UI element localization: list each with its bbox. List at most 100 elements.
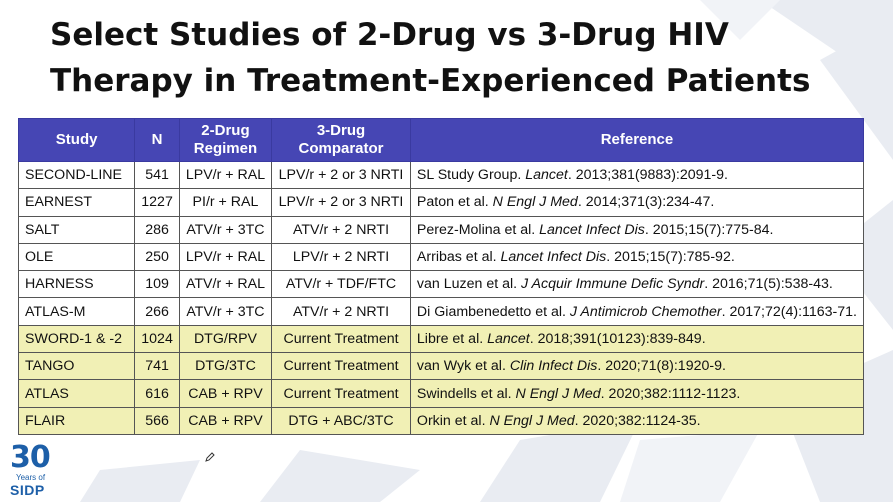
cell-three-drug: ATV/r + TDF/FTC (271, 270, 411, 299)
cell-three-drug: ATV/r + 2 NRTI (271, 297, 411, 326)
cell-three-drug: LPV/r + 2 or 3 NRTI (271, 160, 411, 190)
cell-reference: Swindells et al. N Engl J Med. 2020;382:… (409, 379, 865, 408)
cell-n: 741 (134, 352, 180, 381)
cell-two-drug: LPV/r + RAL (178, 160, 273, 190)
slide-title: Select Studies of 2-Drug vs 3-Drug HIV T… (50, 12, 850, 104)
ref-citation: . 2015;15(7):785-92. (606, 249, 735, 266)
header-two-drug-line1: 2-Drug (201, 122, 250, 139)
ref-citation: . 2020;71(8):1920-9. (597, 358, 726, 375)
cell-n: 109 (134, 270, 180, 299)
cell-reference: Libre et al. Lancet. 2018;391(10123):839… (409, 324, 865, 354)
table-row-highlighted: SWORD-1 & -2 1024 DTG/RPV Current Treatm… (17, 324, 865, 354)
logo-number: 30 (10, 440, 51, 475)
sidp-logo: 30 Years of SIDP (6, 440, 66, 500)
cell-two-drug: DTG/3TC (178, 352, 273, 381)
ref-citation: . 2020;382:1124-35. (574, 412, 701, 429)
ref-citation: . 2017;72(4):1163-71. (721, 303, 857, 320)
ref-authors: Arribas et al. (416, 249, 501, 266)
table-row: EARNEST 1227 PI/r + RAL LPV/r + 2 or 3 N… (17, 188, 865, 217)
header-three-drug-line2: Comparator (298, 140, 384, 157)
table-row-highlighted: TANGO 741 DTG/3TC Current Treatment van … (17, 352, 865, 381)
ref-authors: Orkin et al. (416, 412, 490, 429)
ref-citation: . 2015;15(7):775-84. (644, 221, 774, 238)
ref-citation: . 2018;391(10123):839-849. (529, 330, 706, 347)
cell-study: ATLAS (17, 379, 136, 408)
header-reference: Reference (409, 118, 865, 162)
title-line-2: Therapy in Treatment-Experienced Patient… (50, 63, 811, 99)
ref-authors: Di Giambenedetto et al. (416, 303, 570, 320)
ref-authors: Libre et al. (416, 330, 488, 347)
ref-journal: Clin Infect Dis (509, 358, 598, 375)
cell-two-drug: PI/r + RAL (178, 188, 273, 217)
header-three-drug-line1: 3-Drug (316, 122, 366, 139)
cell-n: 541 (134, 160, 180, 190)
cell-two-drug: LPV/r + RAL (178, 242, 273, 272)
ref-journal: N Engl J Med (515, 385, 601, 402)
header-study: Study (17, 118, 136, 162)
ref-citation: . 2014;371(3):234-47. (577, 194, 715, 211)
ref-authors: van Luzen et al. (416, 276, 522, 293)
cell-two-drug: DTG/RPV (178, 324, 273, 354)
cell-n: 1227 (134, 188, 180, 217)
cell-three-drug: LPV/r + 2 or 3 NRTI (271, 188, 411, 217)
cell-two-drug: CAB + RPV (178, 379, 273, 408)
ref-authors: van Wyk et al. (416, 358, 510, 375)
pen-cursor-icon (205, 452, 215, 462)
cell-three-drug: Current Treatment (271, 324, 411, 354)
cell-two-drug: CAB + RPV (178, 406, 273, 435)
ref-authors: SL Study Group. (416, 167, 526, 184)
ref-citation: . 2020;382:1112-1123. (600, 385, 741, 402)
cell-n: 566 (134, 406, 180, 435)
cell-study: SALT (17, 215, 136, 244)
cell-reference: Arribas et al. Lancet Infect Dis. 2015;1… (409, 242, 865, 272)
ref-journal: Lancet Infect Dis (500, 249, 607, 266)
cell-study: OLE (17, 242, 136, 272)
cell-two-drug: ATV/r + 3TC (178, 215, 273, 244)
ref-journal: Lancet Infect Dis (539, 221, 645, 238)
ref-authors: Perez-Molina et al. (416, 221, 540, 238)
cell-two-drug: ATV/r + 3TC (178, 297, 273, 326)
cell-reference: van Wyk et al. Clin Infect Dis. 2020;71(… (409, 352, 865, 381)
table-row-highlighted: FLAIR 566 CAB + RPV DTG + ABC/3TC Orkin … (17, 406, 865, 435)
ref-journal: N Engl J Med (492, 194, 578, 211)
cell-three-drug: DTG + ABC/3TC (271, 406, 411, 435)
table-row: ATLAS-M 266 ATV/r + 3TC ATV/r + 2 NRTI D… (17, 297, 865, 326)
ref-authors: Paton et al. (416, 194, 493, 211)
cell-n: 250 (134, 242, 180, 272)
table-row: OLE 250 LPV/r + RAL LPV/r + 2 NRTI Arrib… (17, 242, 865, 272)
cell-three-drug: Current Treatment (271, 352, 411, 381)
cell-reference: Orkin et al. N Engl J Med. 2020;382:1124… (409, 406, 865, 435)
cell-study: FLAIR (17, 406, 136, 435)
logo-years: Years of (16, 473, 46, 482)
ref-citation: . 2013;381(9883):2091-9. (567, 167, 728, 184)
cell-study: SWORD-1 & -2 (17, 324, 136, 354)
cell-reference: Paton et al. N Engl J Med. 2014;371(3):2… (409, 188, 865, 217)
table-row-highlighted: ATLAS 616 CAB + RPV Current Treatment Sw… (17, 379, 865, 408)
table-header-row: Study N 2-Drug Regimen 3-Drug Comparator… (17, 118, 865, 162)
ref-journal: J Acquir Immune Defic Syndr (521, 276, 705, 293)
header-three-drug: 3-Drug Comparator (271, 118, 411, 162)
cell-n: 616 (134, 379, 180, 408)
ref-citation: . 2016;71(5):538-43. (704, 276, 833, 293)
cell-study: HARNESS (17, 270, 136, 299)
ref-authors: Swindells et al. (416, 385, 516, 402)
cell-study: ATLAS-M (17, 297, 136, 326)
cell-two-drug: ATV/r + RAL (178, 270, 273, 299)
header-two-drug-line2: Regimen (193, 140, 258, 157)
header-n: N (134, 118, 180, 162)
cell-three-drug: ATV/r + 2 NRTI (271, 215, 411, 244)
ref-journal: N Engl J Med (489, 412, 575, 429)
table-row: HARNESS 109 ATV/r + RAL ATV/r + TDF/FTC … (17, 270, 865, 299)
cell-study: TANGO (17, 352, 136, 381)
header-two-drug: 2-Drug Regimen (178, 118, 273, 162)
cell-n: 266 (134, 297, 180, 326)
cell-reference: SL Study Group. Lancet. 2013;381(9883):2… (409, 160, 865, 190)
ref-journal: Lancet (487, 330, 530, 347)
cell-reference: Perez-Molina et al. Lancet Infect Dis. 2… (409, 215, 865, 244)
cell-reference: van Luzen et al. J Acquir Immune Defic S… (409, 270, 865, 299)
cell-n: 286 (134, 215, 180, 244)
title-line-1: Select Studies of 2-Drug vs 3-Drug HIV (50, 17, 729, 53)
cell-reference: Di Giambenedetto et al. J Antimicrob Che… (409, 297, 865, 326)
cell-n: 1024 (134, 324, 180, 354)
cell-study: SECOND-LINE (17, 160, 136, 190)
